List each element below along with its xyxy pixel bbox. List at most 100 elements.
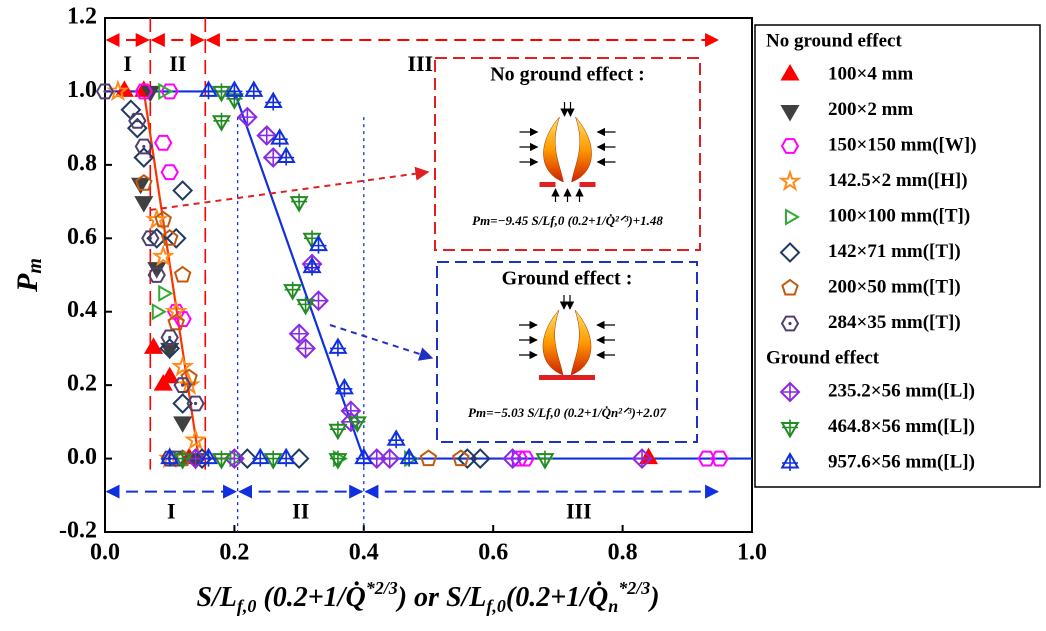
marker-cross [297,296,314,313]
marker [173,311,192,327]
marker-shape [173,265,192,283]
marker [631,448,653,469]
marker [452,449,470,467]
y-title-sub: m [24,258,46,274]
marker [244,80,264,100]
marker-dot [168,335,172,340]
marker-cross [304,259,321,276]
legend-heading: No ground effect [766,30,902,51]
marker [780,64,800,81]
pointer-arrow [329,324,434,361]
marker-shape [256,125,278,146]
marker [147,267,166,283]
marker [160,366,180,384]
marker [295,338,316,359]
marker [133,147,155,168]
marker [120,99,142,121]
x-title-part: f,0 [486,596,506,616]
marker [198,80,219,100]
marker [134,138,153,155]
marker-shape [710,450,729,467]
x-title-part: f,0 [237,596,257,616]
marker-cross [213,112,230,129]
x-title-part: ) or [395,582,446,613]
region-label: II [292,499,309,524]
legend-heading: Ground effect [766,347,880,368]
burner [579,182,596,187]
x-tick-label: 0.4 [349,540,379,566]
y-tick-label: 0.4 [67,297,97,323]
flame [543,116,564,183]
marker-shape [147,267,166,283]
x-title-part: *2/3 [366,578,398,598]
burner [539,375,595,380]
marker-dot [193,401,198,406]
marker-shape [158,284,174,302]
marker-shape [288,323,310,345]
marker [158,82,174,101]
legend-label: 200×2 mm [828,99,913,120]
legend-label: 200×50 mm([T]) [828,276,961,297]
marker-cross [291,325,308,342]
marker-shape [134,83,153,100]
marker-cross [782,384,798,400]
marker [334,377,354,397]
inset-formula: Pm=−5.03 S/Lf,0 (0.2+1/Q̇n²ᐟ³)+2.07 [468,405,666,420]
marker [154,210,173,228]
marker-shape [419,449,438,467]
marker-shape [186,395,205,412]
region-label: II [169,51,186,76]
marker [263,91,283,111]
marker-cross [388,432,405,449]
marker-dot [142,144,146,149]
marker [535,450,555,470]
marker-shape [151,303,167,321]
legend-box [754,24,1041,488]
marker [172,180,194,201]
marker-shape [160,164,179,181]
marker [785,208,801,226]
y-tick-label: 1.2 [67,4,97,30]
marker [171,354,195,377]
marker-shape [288,448,310,469]
marker-cross [634,450,651,467]
marker [379,448,401,469]
marker-shape [154,210,173,228]
marker [270,128,290,148]
legend-label: 100×100 mm([T]) [828,205,970,226]
marker-shape [141,230,160,247]
legend-label: 142.5×2 mm([H]) [828,170,968,191]
marker [778,169,802,192]
marker-shape [780,64,800,81]
marker [141,230,160,247]
legend-label: 142×71 mm([T]) [828,241,961,262]
marker-shape [452,449,470,467]
region-label: III [407,51,433,76]
marker-cross [265,94,282,111]
marker [160,447,180,467]
marker [151,303,167,321]
marker [173,416,193,433]
marker-shape [167,313,185,331]
marker-cross [200,83,217,100]
marker [347,413,367,433]
marker-shape [779,381,801,403]
marker [160,83,179,100]
marker-cross [401,450,418,467]
marker-shape [154,134,173,151]
marker [173,377,192,394]
inset-title: Ground effect : [502,268,633,290]
legend-label: 150×150 mm([W]) [828,134,977,155]
marker [95,83,115,100]
x-tick-label: 0.0 [90,540,120,566]
marker-shape [160,83,179,100]
marker-shape [781,278,799,296]
marker-shape [469,448,491,469]
marker-dot [155,273,159,277]
marker [159,338,181,359]
marker-shape [143,337,164,354]
marker-shape [173,377,192,394]
marker [469,448,491,469]
marker-shape [133,147,155,168]
marker-shape [236,106,258,128]
